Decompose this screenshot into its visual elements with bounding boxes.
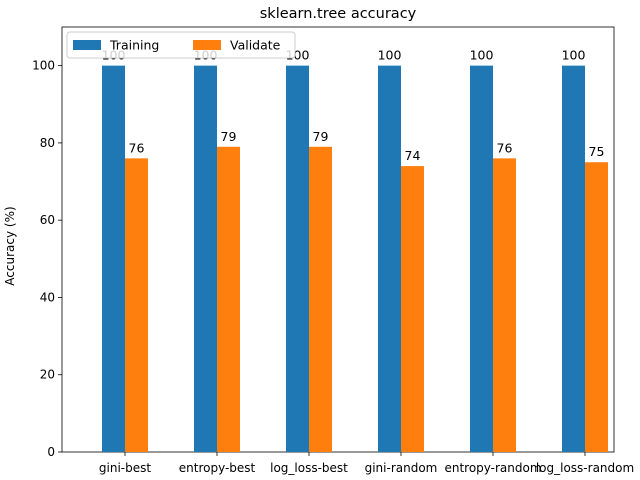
- bar-validate-log_loss-best: [309, 146, 332, 453]
- x-tick-label: gini-random: [365, 461, 438, 475]
- bar-training-entropy-best: [194, 65, 217, 453]
- x-axis: gini-best entropy-best log_loss-best gini-r…: [99, 452, 634, 475]
- bar-training-log_loss-best: [286, 65, 309, 453]
- bar-training-log_loss-random: [562, 65, 585, 453]
- bar-value-label: 75: [589, 144, 605, 159]
- bar-training-gini-best: [102, 65, 125, 453]
- x-tick-label: log_loss-random: [536, 461, 634, 475]
- plot-area: [61, 26, 615, 453]
- bar-value-label: 79: [221, 129, 237, 144]
- bar-value-label: 76: [129, 140, 145, 155]
- bar-value-label: 76: [497, 140, 513, 155]
- plot-frame: [61, 26, 615, 453]
- legend-swatch-training: [73, 40, 101, 50]
- x-tick-label: gini-best: [99, 461, 151, 475]
- bar-value-label: 79: [313, 129, 329, 144]
- y-axis: 0 20 40 60 80 100: [32, 59, 62, 459]
- x-tick-label: entropy-best: [179, 461, 256, 475]
- y-axis-label: Accuracy (%): [3, 206, 17, 285]
- legend-box: [66, 31, 296, 59]
- bar-value-label: 100: [470, 48, 494, 63]
- chart-title: sklearn.tree accuracy: [260, 6, 417, 22]
- legend: Training Validate: [66, 31, 296, 59]
- bar-training-entropy-random: [470, 65, 493, 453]
- legend-swatch-validate: [193, 40, 221, 50]
- bar-validate-entropy-best: [217, 146, 240, 453]
- bar-validate-log_loss-random: [585, 162, 608, 452]
- bar-value-label: 100: [378, 48, 402, 63]
- bars: [102, 65, 608, 453]
- y-tick-label: 20: [40, 368, 55, 382]
- bar-validate-gini-best: [125, 158, 148, 452]
- y-tick-label: 60: [40, 213, 55, 227]
- bar-value-label: 74: [405, 148, 421, 163]
- bar-training-gini-random: [378, 65, 401, 453]
- y-tick-label: 80: [40, 136, 55, 150]
- legend-label-training: Training: [109, 38, 159, 53]
- y-tick-label: 0: [47, 445, 55, 459]
- x-tick-label: entropy-random: [444, 461, 541, 475]
- bar-validate-entropy-random: [493, 158, 516, 452]
- y-tick-label: 100: [32, 59, 55, 73]
- x-tick-label: log_loss-best: [270, 461, 348, 475]
- legend-label-validate: Validate: [230, 38, 281, 53]
- bar-value-label: 100: [562, 48, 586, 63]
- bar-validate-gini-random: [401, 166, 424, 452]
- y-tick-label: 40: [40, 290, 55, 304]
- bar-labels: 100761007910079100741007610075: [102, 48, 605, 163]
